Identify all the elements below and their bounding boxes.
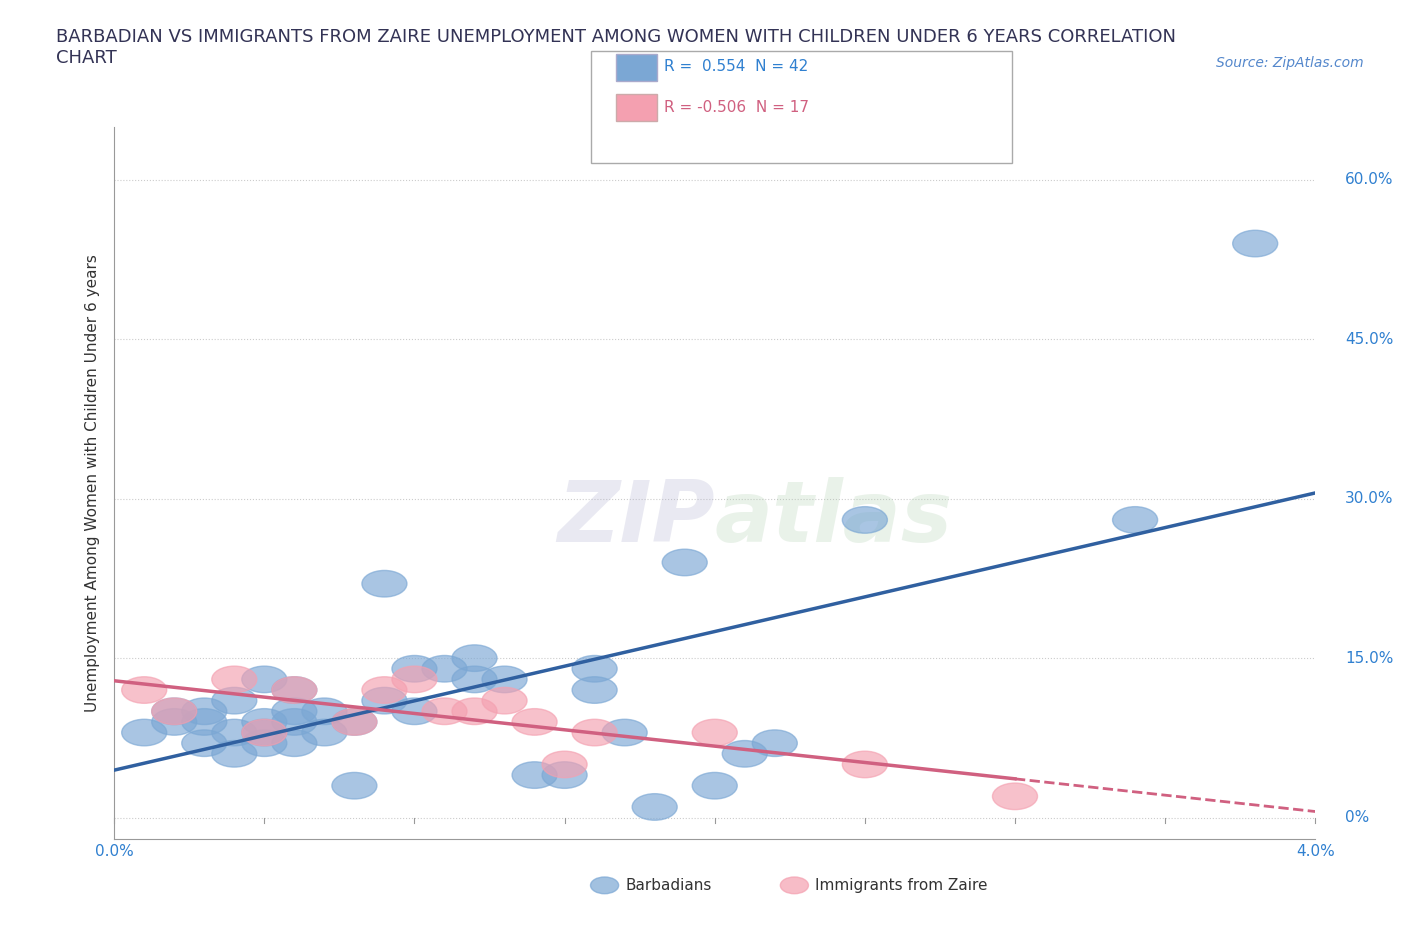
Ellipse shape	[392, 698, 437, 724]
Ellipse shape	[842, 751, 887, 777]
Ellipse shape	[122, 719, 167, 746]
Ellipse shape	[1112, 507, 1157, 533]
Text: Immigrants from Zaire: Immigrants from Zaire	[815, 878, 988, 893]
Ellipse shape	[482, 687, 527, 714]
Ellipse shape	[242, 719, 287, 746]
Ellipse shape	[332, 773, 377, 799]
Ellipse shape	[212, 740, 257, 767]
Ellipse shape	[271, 677, 316, 703]
Ellipse shape	[181, 698, 226, 724]
Ellipse shape	[422, 656, 467, 682]
Ellipse shape	[633, 793, 678, 820]
Ellipse shape	[181, 730, 226, 756]
Text: 30.0%: 30.0%	[1346, 491, 1393, 506]
Ellipse shape	[212, 687, 257, 714]
Ellipse shape	[752, 730, 797, 756]
Ellipse shape	[152, 698, 197, 724]
Text: 4.0%: 4.0%	[1296, 844, 1334, 859]
Ellipse shape	[723, 740, 768, 767]
Ellipse shape	[512, 709, 557, 736]
Ellipse shape	[271, 709, 316, 736]
Ellipse shape	[242, 719, 287, 746]
Ellipse shape	[212, 666, 257, 693]
Ellipse shape	[543, 762, 588, 789]
Ellipse shape	[572, 656, 617, 682]
Text: R = -0.506  N = 17: R = -0.506 N = 17	[664, 100, 808, 115]
Ellipse shape	[993, 783, 1038, 810]
Ellipse shape	[602, 719, 647, 746]
Ellipse shape	[302, 698, 347, 724]
Ellipse shape	[212, 719, 257, 746]
Ellipse shape	[482, 666, 527, 693]
Ellipse shape	[122, 677, 167, 703]
Ellipse shape	[392, 656, 437, 682]
Ellipse shape	[1233, 231, 1278, 257]
Ellipse shape	[242, 730, 287, 756]
Ellipse shape	[271, 730, 316, 756]
Ellipse shape	[302, 719, 347, 746]
Ellipse shape	[332, 709, 377, 736]
Ellipse shape	[662, 550, 707, 576]
Text: atlas: atlas	[714, 477, 953, 560]
Ellipse shape	[152, 709, 197, 736]
Ellipse shape	[512, 762, 557, 789]
Text: ZIP: ZIP	[557, 477, 714, 560]
Text: 15.0%: 15.0%	[1346, 651, 1393, 666]
Ellipse shape	[451, 698, 498, 724]
Text: R =  0.554  N = 42: R = 0.554 N = 42	[664, 60, 808, 74]
Ellipse shape	[271, 698, 316, 724]
Ellipse shape	[181, 709, 226, 736]
Text: 0%: 0%	[1346, 810, 1369, 825]
Text: 45.0%: 45.0%	[1346, 332, 1393, 347]
Text: BARBADIAN VS IMMIGRANTS FROM ZAIRE UNEMPLOYMENT AMONG WOMEN WITH CHILDREN UNDER : BARBADIAN VS IMMIGRANTS FROM ZAIRE UNEMP…	[56, 28, 1177, 67]
Text: 60.0%: 60.0%	[1346, 172, 1393, 187]
Y-axis label: Unemployment Among Women with Children Under 6 years: Unemployment Among Women with Children U…	[86, 254, 100, 711]
Ellipse shape	[271, 677, 316, 703]
Text: 0.0%: 0.0%	[94, 844, 134, 859]
Ellipse shape	[842, 507, 887, 533]
Ellipse shape	[543, 751, 588, 777]
Ellipse shape	[692, 773, 737, 799]
Ellipse shape	[361, 677, 406, 703]
Ellipse shape	[572, 677, 617, 703]
Ellipse shape	[451, 644, 498, 671]
Ellipse shape	[242, 666, 287, 693]
Ellipse shape	[361, 570, 406, 597]
Ellipse shape	[242, 709, 287, 736]
Ellipse shape	[572, 719, 617, 746]
Ellipse shape	[361, 687, 406, 714]
Ellipse shape	[451, 666, 498, 693]
Ellipse shape	[392, 666, 437, 693]
Ellipse shape	[152, 698, 197, 724]
Text: Source: ZipAtlas.com: Source: ZipAtlas.com	[1216, 56, 1364, 70]
Ellipse shape	[692, 719, 737, 746]
Ellipse shape	[422, 698, 467, 724]
Text: Barbadians: Barbadians	[626, 878, 711, 893]
Ellipse shape	[332, 709, 377, 736]
